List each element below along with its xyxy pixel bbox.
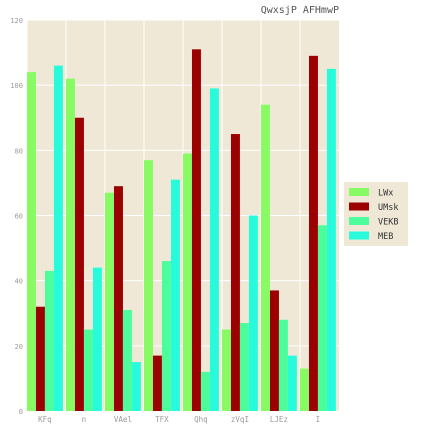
bar-MEB-Qhq bbox=[209, 88, 219, 412]
y-tick-label: 100 bbox=[10, 82, 23, 90]
bar-MEB-LJEz bbox=[287, 355, 297, 411]
bar-UMsk-n bbox=[74, 117, 84, 411]
bar-MEB-n bbox=[92, 267, 102, 411]
bar-LWx-KFq bbox=[27, 72, 36, 411]
x-tick-label: VAel bbox=[114, 415, 132, 424]
bar-MEB-I bbox=[326, 68, 336, 411]
bar-LWx-TFX bbox=[144, 160, 153, 411]
x-tick-label: I bbox=[316, 415, 321, 424]
bar-UMsk-I bbox=[308, 55, 318, 411]
bar-LWx-I bbox=[300, 368, 309, 411]
y-tick-label: 120 bbox=[10, 17, 23, 25]
bar-UMsk-TFX bbox=[152, 355, 162, 411]
bar-UMsk-Qhq bbox=[191, 49, 201, 411]
bar-VEKB-Qhq bbox=[200, 371, 210, 411]
legend-swatch-UMsk bbox=[349, 202, 369, 211]
bar-LWx-LJEz bbox=[261, 104, 270, 411]
legend: LWx UMsk VEKB MEB bbox=[344, 182, 408, 246]
bar-MEB-zVqI bbox=[248, 215, 258, 411]
x-tick-label: zVqI bbox=[231, 415, 249, 424]
x-tick-label: n bbox=[82, 415, 87, 424]
legend-swatch-VEKB bbox=[349, 217, 369, 225]
bar-VEKB-n bbox=[83, 329, 93, 411]
bar-VEKB-zVqI bbox=[239, 323, 249, 411]
legend-label-LWx: LWx bbox=[378, 189, 393, 199]
bar-MEB-VAel bbox=[131, 362, 141, 411]
y-tick-label: 40 bbox=[15, 278, 23, 286]
x-tick-label: TFX bbox=[155, 415, 169, 424]
y-tick-labels: 0 20 40 60 80 100 120 bbox=[10, 17, 23, 416]
y-tick-label: 0 bbox=[19, 408, 23, 416]
bar-VEKB-LJEz bbox=[278, 319, 288, 411]
bar-UMsk-KFq bbox=[35, 306, 45, 411]
bar-VEKB-I bbox=[317, 225, 327, 411]
legend-swatch-MEB bbox=[349, 231, 369, 240]
bar-VEKB-KFq bbox=[44, 270, 54, 411]
bar-LWx-Qhq bbox=[183, 153, 192, 411]
chart-title: QwxsjP AFHmwP bbox=[261, 5, 339, 16]
bar-LWx-n bbox=[66, 78, 75, 412]
bar-VEKB-VAel bbox=[122, 309, 132, 411]
legend-label-VEKB: VEKB bbox=[378, 218, 398, 228]
y-tick-label: 20 bbox=[15, 343, 23, 351]
y-tick-label: 80 bbox=[15, 147, 23, 155]
legend-label-MEB: MEB bbox=[378, 232, 393, 242]
y-tick-label: 60 bbox=[15, 213, 23, 221]
bars bbox=[27, 49, 336, 412]
x-tick-label: Qhq bbox=[194, 415, 208, 424]
bar-MEB-TFX bbox=[170, 179, 180, 411]
bar-LWx-zVqI bbox=[222, 329, 231, 411]
bar-MEB-KFq bbox=[53, 65, 63, 411]
bar-UMsk-VAel bbox=[113, 186, 123, 411]
x-tick-label: KFq bbox=[38, 415, 52, 424]
bar-UMsk-LJEz bbox=[269, 290, 279, 411]
legend-swatch-LWx bbox=[349, 188, 369, 196]
x-tick-label: LJEz bbox=[270, 415, 288, 424]
bar-UMsk-zVqI bbox=[230, 134, 240, 411]
legend-label-UMsk: UMsk bbox=[378, 203, 398, 213]
bar-VEKB-TFX bbox=[161, 261, 171, 411]
x-tick-labels: KFq n VAel TFX Qhq zVqI LJEz I bbox=[38, 415, 320, 424]
bar-LWx-VAel bbox=[105, 192, 114, 411]
